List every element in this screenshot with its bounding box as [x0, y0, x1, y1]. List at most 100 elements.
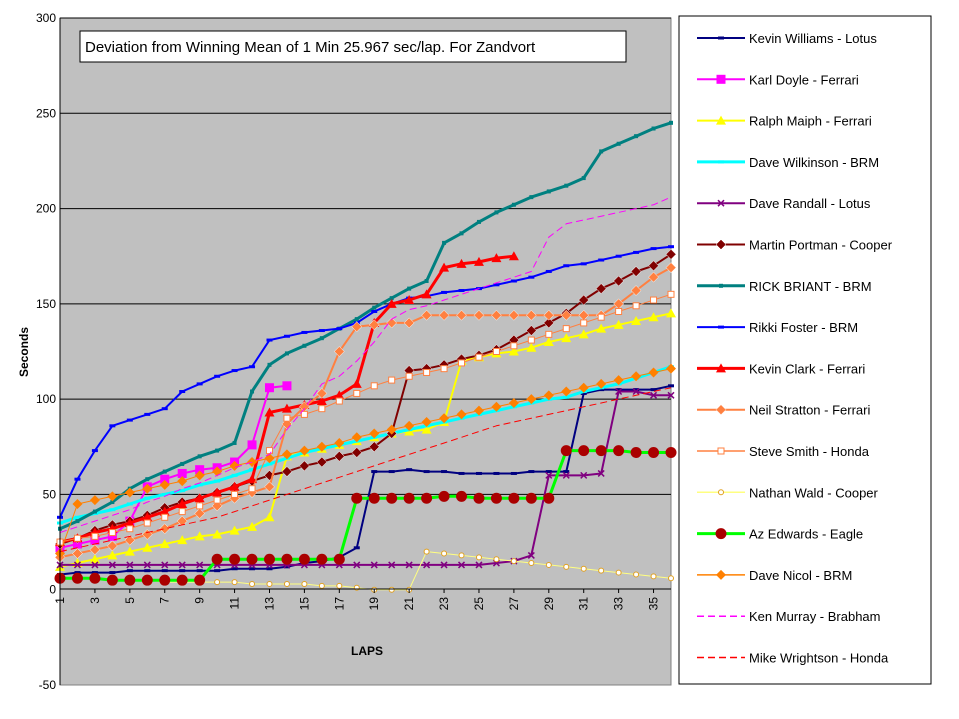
data-point [439, 413, 450, 424]
data-point [106, 574, 118, 586]
data-point [89, 572, 101, 584]
data-point [159, 479, 170, 490]
data-point [351, 378, 362, 388]
data-point [475, 554, 482, 561]
legend-entry: Az Edwards - Eagle [697, 527, 863, 542]
data-point [212, 487, 223, 497]
series-layer [54, 120, 677, 593]
data-point [176, 574, 188, 586]
data-point [456, 309, 467, 321]
data-point [351, 321, 363, 333]
data-point [267, 362, 272, 367]
data-point [281, 553, 293, 565]
data-point [441, 550, 448, 557]
data-point [282, 381, 292, 391]
data-point [631, 371, 642, 382]
data-point [107, 550, 118, 560]
data-point [283, 414, 291, 422]
data-point [231, 490, 239, 498]
data-point [89, 554, 100, 564]
data-point [421, 309, 432, 321]
legend-entry: Dave Wilkinson - BRM [697, 155, 879, 170]
data-point [264, 481, 275, 493]
data-point [597, 469, 605, 477]
data-point [386, 298, 397, 308]
data-point [407, 286, 412, 291]
data-point [438, 490, 450, 502]
data-point [490, 492, 502, 504]
data-point [72, 498, 83, 509]
series-line [59, 121, 672, 531]
data-point [715, 239, 727, 250]
legend-label: Martin Portman - Cooper [749, 238, 893, 253]
data-point [141, 574, 153, 586]
data-point [353, 584, 360, 591]
data-point [717, 199, 725, 207]
data-point [545, 561, 552, 568]
data-point [666, 363, 676, 374]
data-point [650, 573, 657, 580]
data-point [107, 491, 118, 502]
x-tick-label: 31 [577, 597, 591, 611]
data-point [194, 470, 205, 481]
data-point [648, 312, 659, 322]
data-point [299, 445, 310, 456]
data-point [266, 580, 273, 587]
data-point [178, 508, 186, 516]
data-point [318, 405, 326, 413]
legend-entry: Dave Nicol - BRM [697, 568, 852, 583]
data-point [108, 561, 116, 569]
data-point [442, 240, 447, 245]
data-point [91, 561, 99, 569]
data-point [630, 266, 642, 277]
data-point [177, 535, 188, 545]
data-point [545, 330, 553, 338]
data-point [525, 309, 537, 321]
data-point [457, 561, 466, 569]
series-line [59, 196, 672, 533]
data-point [630, 285, 642, 296]
x-tick-label: 15 [297, 597, 311, 611]
data-point [196, 561, 204, 569]
data-point [126, 525, 134, 533]
legend-entry: Ken Murray - Brabham [697, 609, 881, 624]
data-point [264, 407, 275, 417]
data-point [578, 445, 590, 457]
data-point [717, 447, 725, 455]
axes [59, 18, 671, 685]
data-point [386, 424, 397, 435]
data-point [650, 296, 658, 304]
data-point [560, 309, 572, 321]
legend-entry: Dave Randall - Lotus [697, 196, 871, 211]
data-point [456, 409, 467, 420]
data-point [669, 120, 673, 125]
legend-label: Az Edwards - Eagle [749, 527, 863, 542]
legend-label: RICK BRIANT - BRM [749, 279, 872, 294]
data-point [665, 248, 677, 260]
data-point [578, 294, 590, 306]
data-point [142, 542, 153, 552]
x-tick-label: 7 [158, 597, 172, 604]
y-tick-label: 50 [43, 487, 57, 501]
data-point [508, 397, 519, 408]
data-point [650, 391, 658, 399]
data-point [73, 561, 81, 569]
legend-label: Dave Nicol - BRM [749, 568, 852, 583]
data-point [161, 513, 169, 521]
legend-entry: RICK BRIANT - BRM [697, 279, 872, 294]
data-point [403, 317, 415, 329]
data-point [368, 319, 380, 331]
data-point [595, 445, 607, 457]
y-tick-label: 300 [36, 11, 56, 25]
data-point [283, 580, 290, 587]
data-point [491, 401, 502, 412]
x-tick-label: 1 [53, 597, 67, 604]
legend-entry: Kevin Williams - Lotus [697, 31, 877, 46]
data-point [424, 278, 429, 283]
x-tick-label: 33 [612, 597, 626, 611]
data-point [421, 289, 432, 299]
data-point [615, 569, 622, 576]
data-point [368, 492, 380, 504]
data-point [229, 525, 240, 535]
